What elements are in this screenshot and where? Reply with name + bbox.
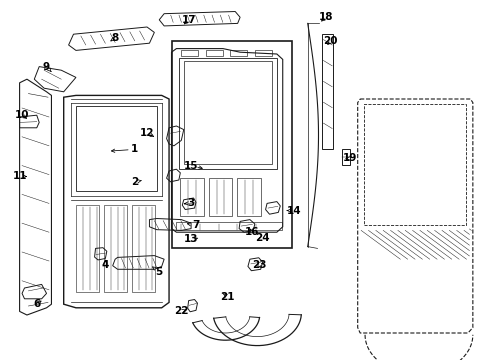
Text: 15: 15 — [184, 161, 198, 171]
Bar — [76, 106, 157, 191]
Bar — [230, 50, 247, 56]
Bar — [179, 58, 277, 169]
Bar — [176, 222, 282, 230]
Text: 3: 3 — [188, 198, 195, 208]
Text: 21: 21 — [220, 292, 235, 302]
Text: 17: 17 — [181, 15, 196, 25]
Text: 11: 11 — [12, 171, 27, 181]
Text: 5: 5 — [156, 267, 163, 277]
Text: 14: 14 — [287, 206, 301, 216]
Text: 1: 1 — [131, 144, 138, 154]
Text: 19: 19 — [343, 153, 358, 163]
Text: 16: 16 — [245, 227, 260, 237]
Text: 23: 23 — [252, 260, 267, 270]
Text: 22: 22 — [174, 306, 189, 316]
Bar — [364, 104, 466, 225]
Text: 12: 12 — [140, 128, 154, 138]
Bar — [104, 205, 127, 292]
Bar — [132, 205, 155, 292]
Bar — [184, 61, 272, 164]
Text: 20: 20 — [323, 36, 338, 46]
Bar — [76, 205, 99, 292]
Text: 7: 7 — [192, 220, 200, 230]
Bar — [209, 178, 232, 216]
Bar — [181, 50, 198, 56]
Text: 4: 4 — [101, 260, 109, 270]
Text: 2: 2 — [131, 177, 138, 187]
Text: 8: 8 — [112, 33, 119, 43]
Bar — [172, 41, 292, 248]
Text: 10: 10 — [15, 110, 29, 120]
Bar — [206, 50, 223, 56]
Text: 18: 18 — [318, 12, 333, 22]
Bar — [342, 149, 350, 165]
Text: 24: 24 — [255, 233, 270, 243]
Bar — [255, 50, 272, 56]
Bar — [322, 34, 333, 149]
Bar — [237, 178, 261, 216]
Text: 13: 13 — [184, 234, 198, 244]
Text: 6: 6 — [33, 299, 40, 309]
Bar — [180, 178, 204, 216]
Text: 9: 9 — [43, 62, 50, 72]
